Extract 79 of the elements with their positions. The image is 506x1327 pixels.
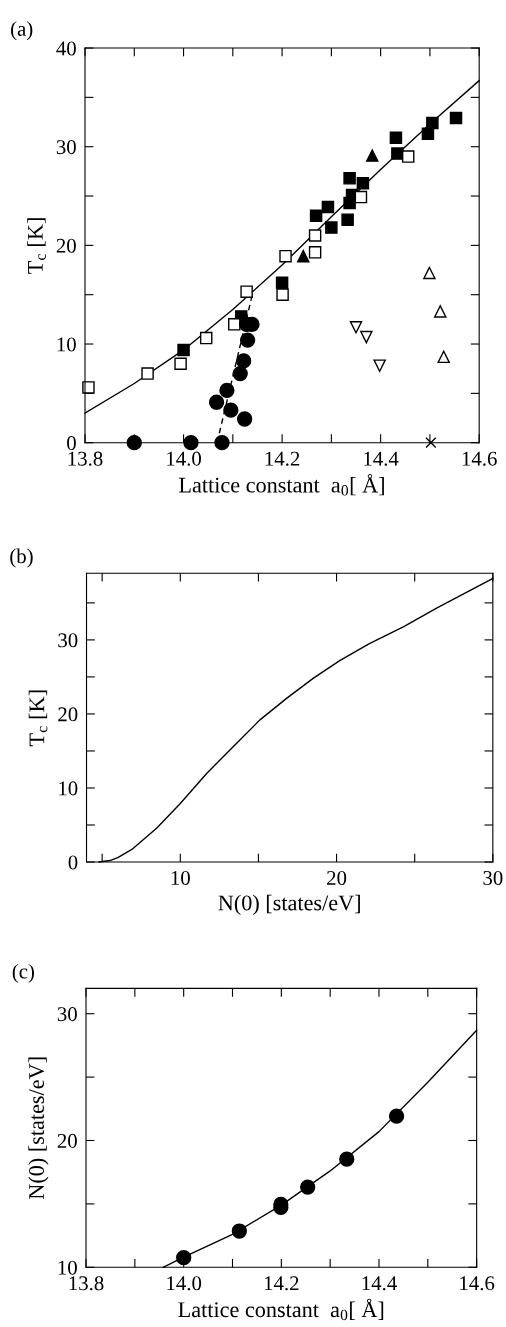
point xyxy=(449,111,463,125)
x-tick-label: 14.6 xyxy=(460,1276,495,1291)
point xyxy=(321,200,335,214)
y-tick-label: 20 xyxy=(58,707,78,722)
point xyxy=(356,176,370,190)
y-tick-label: 20 xyxy=(57,1133,77,1148)
point xyxy=(341,213,354,226)
point xyxy=(423,266,436,280)
point xyxy=(297,249,310,263)
x-tick-label: 14.2 xyxy=(265,451,300,466)
point xyxy=(308,246,322,259)
x-axis-title: Lattice constant a$_{0}$[ Å] xyxy=(179,474,384,496)
y-tick-label: 10 xyxy=(57,337,76,352)
point xyxy=(236,353,252,369)
point xyxy=(373,359,386,372)
point xyxy=(349,321,363,334)
x-tick-label: 13.8 xyxy=(69,1276,104,1291)
text: (b) xyxy=(10,548,33,568)
point xyxy=(126,435,142,451)
point xyxy=(232,365,248,382)
point xyxy=(437,350,450,364)
x-tick-label: 14.2 xyxy=(264,1276,299,1291)
y-tick-label: 30 xyxy=(58,633,78,648)
point xyxy=(325,221,338,234)
point xyxy=(223,402,239,418)
text: (a) xyxy=(11,21,33,41)
x-tick-label: 13.8 xyxy=(68,451,103,466)
point xyxy=(343,172,356,185)
x-tick-label: 14.0 xyxy=(167,451,201,466)
point xyxy=(360,330,373,344)
point xyxy=(231,1223,247,1239)
y-tick-label: 0 xyxy=(68,855,78,870)
y-axis-title: T$_{c}$ [K] xyxy=(27,218,46,274)
point xyxy=(434,305,447,318)
point xyxy=(279,249,292,263)
y-axis-title: N(0) [states/eV] xyxy=(28,1057,49,1200)
y-tick-label: 0 xyxy=(67,436,76,451)
point xyxy=(389,131,403,145)
point xyxy=(309,209,323,223)
point xyxy=(391,147,404,160)
x-tick-label: 14.0 xyxy=(167,1276,202,1291)
x-tick-label: 30 xyxy=(483,870,503,886)
point xyxy=(388,1108,405,1124)
point xyxy=(240,285,253,298)
y-tick-label: 10 xyxy=(59,781,78,796)
point xyxy=(339,1151,355,1167)
x-tick-label: 14.4 xyxy=(364,451,399,466)
x-tick-label: 10 xyxy=(171,870,190,886)
y-axis-title: T$_{c}$ [K] xyxy=(28,690,48,747)
point xyxy=(354,190,368,204)
point xyxy=(177,343,190,357)
y-tick-label: 10 xyxy=(58,1260,77,1275)
point xyxy=(426,116,439,130)
x-tick-label: 20 xyxy=(327,870,347,886)
x-axis-title: Lattice constant a$_{0}$[ Å] xyxy=(178,1298,384,1321)
point xyxy=(141,367,154,380)
x-tick-label: 14.6 xyxy=(462,451,497,466)
point xyxy=(425,437,437,449)
point xyxy=(366,149,379,162)
point xyxy=(208,394,225,410)
point xyxy=(82,381,95,394)
point xyxy=(276,288,289,301)
x-axis-title: N(0) [states/eV] xyxy=(218,894,360,915)
point xyxy=(237,411,253,427)
point xyxy=(308,229,322,242)
text: (c) xyxy=(12,963,35,983)
point xyxy=(401,150,415,163)
point xyxy=(300,1179,316,1195)
y-tick-label: 30 xyxy=(57,1007,77,1022)
y-tick-label: 40 xyxy=(56,41,76,56)
point xyxy=(174,357,187,371)
y-tick-label: 30 xyxy=(56,140,76,155)
point xyxy=(219,382,235,399)
point xyxy=(228,318,241,331)
x-tick-label: 14.4 xyxy=(362,1276,397,1291)
point xyxy=(239,332,256,348)
y-tick-label: 20 xyxy=(56,238,76,253)
point xyxy=(199,331,213,345)
point xyxy=(176,1250,192,1266)
